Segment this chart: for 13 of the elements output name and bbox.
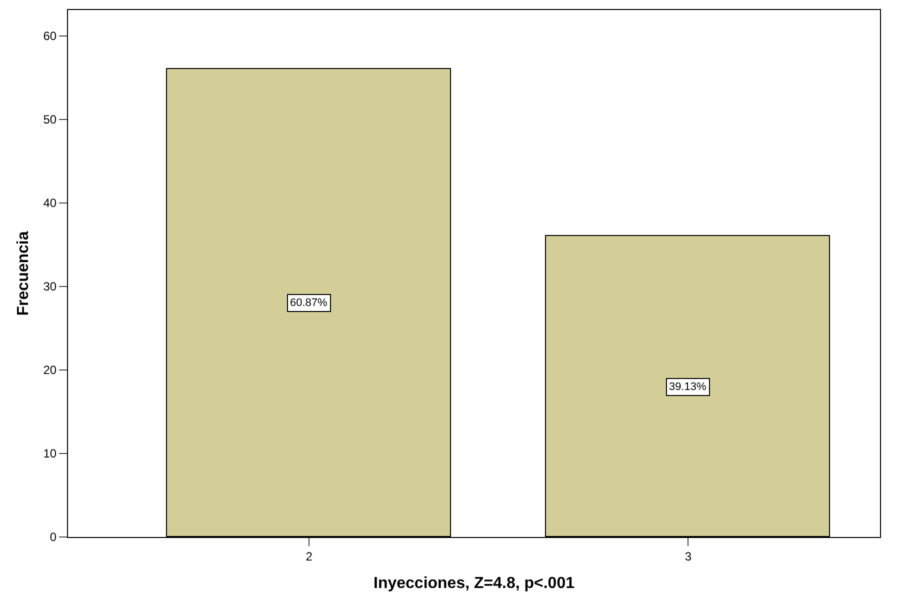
annotation: 60.87% <box>290 297 328 309</box>
x-tick-label: 3 <box>684 549 692 564</box>
y-tick-label: 0 <box>50 530 57 544</box>
y-tick-label: 60 <box>43 29 57 44</box>
y-tick-label: 40 <box>43 196 57 210</box>
y-axis-title: Frecuencia <box>15 231 32 316</box>
y-tick-label: 20 <box>43 363 57 378</box>
y-tick-label: 10 <box>43 446 57 461</box>
x-axis-title: Inyecciones, Z=4.8, p<.001 <box>374 575 575 592</box>
y-tick-label: 50 <box>43 112 57 127</box>
annotation: 39.13% <box>669 381 707 393</box>
y-tick-label: 30 <box>43 280 57 294</box>
x-tick-label: 2 <box>306 549 313 564</box>
